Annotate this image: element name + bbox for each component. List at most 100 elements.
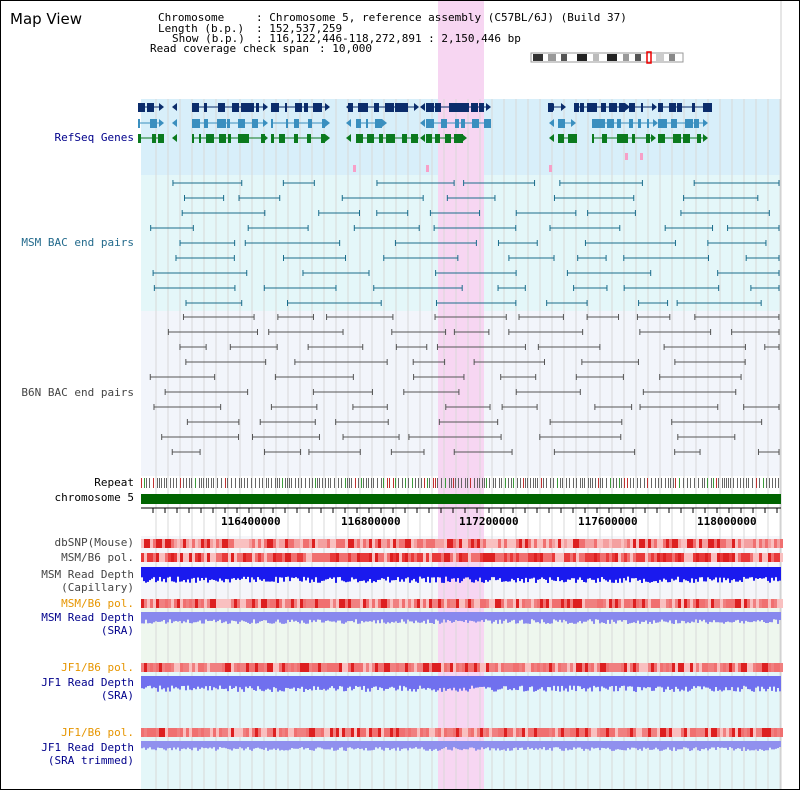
jf1-depth-sra-bar xyxy=(189,676,191,690)
msm-depth-capillary-bar xyxy=(353,567,355,580)
msm-b6-pol-heat xyxy=(264,553,267,562)
track-label-jf1-depth-trim[interactable]: JF1 Read Depth xyxy=(41,741,134,754)
jf1-b6-pol-heat xyxy=(702,663,705,672)
gene-exon xyxy=(462,103,469,112)
dbsnp-heat xyxy=(510,539,513,548)
jf1-depth-trim-bar xyxy=(533,741,535,750)
gene-exon xyxy=(152,134,156,143)
jf1-depth-trim-bar xyxy=(267,741,269,751)
msm-b6-pol-heat xyxy=(408,553,411,562)
msm-depth-sra-bar xyxy=(377,612,379,621)
repeat-mark xyxy=(550,478,551,488)
jf1-b6-pol-heat xyxy=(207,663,210,672)
jf1-depth-trim-bar xyxy=(217,741,219,750)
dbsnp-heat xyxy=(303,539,306,548)
dbsnp-heat xyxy=(168,539,171,548)
msm-b6-pol-sra-heat xyxy=(675,599,678,608)
track-label-jf1-b6-pol-trim[interactable]: JF1/B6 pol. xyxy=(61,726,134,739)
dbsnp-heat xyxy=(192,539,195,548)
jf1-depth-trim-bar xyxy=(287,741,289,751)
dbsnp-heat xyxy=(150,539,153,548)
jf1-depth-sra-bar xyxy=(545,676,547,692)
jf1-depth-sra-bar xyxy=(669,676,671,690)
track-label-jf1-depth-sra[interactable]: JF1 Read Depth xyxy=(41,676,134,689)
track-label-msm-bac[interactable]: MSM BAC end pairs xyxy=(21,236,134,249)
msm-depth-sra-bar xyxy=(599,612,601,624)
msm-depth-sra-bar xyxy=(451,612,453,623)
jf1-depth-trim-bar xyxy=(315,741,317,749)
jf1-depth-trim-bar xyxy=(681,741,683,750)
jf1-b6-pol-heat xyxy=(261,663,264,672)
msm-b6-pol-sra-heat xyxy=(174,599,177,608)
msm-depth-capillary-bar xyxy=(295,567,297,578)
msm-depth-sra-bar xyxy=(421,612,423,623)
msm-depth-sra-bar xyxy=(693,612,695,623)
jf1-b6-pol-heat xyxy=(642,663,645,672)
msm-depth-sra-bar xyxy=(635,612,637,624)
msm-b6-pol-heat xyxy=(735,553,738,562)
msm-b6-pol-sra-heat xyxy=(234,599,237,608)
jf1-depth-sra-bar xyxy=(273,676,275,688)
msm-b6-pol-sra-heat xyxy=(153,599,156,608)
jf1-b6-pol-heat xyxy=(258,663,261,672)
msm-depth-capillary-bar xyxy=(517,567,519,579)
track-label-msm-depth-cap[interactable]: MSM Read Depth xyxy=(41,568,134,581)
dbsnp-heat xyxy=(369,539,372,548)
msm-b6-pol-sra-heat xyxy=(582,599,585,608)
jf1-depth-sra-bar xyxy=(315,676,317,690)
track-label-jf1-b6-pol[interactable]: JF1/B6 pol. xyxy=(61,661,134,674)
jf1-depth-trim-bar xyxy=(695,741,697,748)
jf1-depth-trim-bar xyxy=(193,741,195,748)
jf1-b6-pol-heat xyxy=(279,663,282,672)
msm-depth-sra-bar xyxy=(689,612,691,624)
jf1-depth-sra-bar xyxy=(705,676,707,688)
msm-depth-sra-bar xyxy=(275,612,277,622)
jf1-b6-pol-trim-heat xyxy=(462,728,465,737)
track-label-dbsnp[interactable]: dbSNP(Mouse) xyxy=(54,536,134,549)
jf1-b6-pol-heat xyxy=(621,663,624,672)
jf1-b6-pol-trim-heat xyxy=(357,728,360,737)
dbsnp-heat xyxy=(522,539,525,548)
msm-b6-pol-sra-heat xyxy=(387,599,390,608)
jf1-depth-sra-bar xyxy=(383,676,385,691)
jf1-b6-pol-trim-heat xyxy=(612,728,615,737)
jf1-depth-sra-bar xyxy=(201,676,203,688)
jf1-depth-sra-bar xyxy=(775,676,777,692)
msm-b6-pol-heat xyxy=(426,553,429,562)
repeat-mark xyxy=(166,478,167,488)
jf1-depth-trim-bar xyxy=(495,741,497,751)
track-label-repeat[interactable]: Repeat xyxy=(94,476,134,489)
jf1-b6-pol-trim-heat xyxy=(480,728,483,737)
msm-depth-capillary-bar xyxy=(605,567,607,581)
msm-depth-sra-bar xyxy=(697,612,699,623)
msm-b6-pol-sra-heat xyxy=(585,599,588,608)
jf1-depth-trim-bar xyxy=(557,741,559,748)
jf1-depth-trim-bar xyxy=(335,741,337,751)
track-label-msm-b6-pol[interactable]: MSM/B6 pol. xyxy=(61,551,134,564)
msm-b6-pol-heat xyxy=(663,553,666,562)
dbsnp-heat xyxy=(162,539,165,548)
msm-b6-pol-sra-heat xyxy=(732,599,735,608)
msm-depth-capillary-bar xyxy=(457,567,459,579)
dbsnp-heat xyxy=(204,539,207,548)
dbsnp-heat xyxy=(288,539,291,548)
msm-b6-pol-heat xyxy=(348,553,351,562)
jf1-b6-pol-trim-heat xyxy=(666,728,669,737)
jf1-depth-trim-bar xyxy=(175,741,177,750)
repeat-mark xyxy=(429,478,430,488)
msm-b6-pol-heat xyxy=(681,553,684,562)
track-label-b6n-bac[interactable]: B6N BAC end pairs xyxy=(21,386,134,399)
track-label-msm-depth-sra[interactable]: MSM Read Depth xyxy=(41,611,134,624)
track-label-refseq[interactable]: RefSeq Genes xyxy=(54,131,134,144)
msm-b6-pol-heat xyxy=(210,553,213,562)
msm-depth-capillary-bar xyxy=(537,567,539,580)
jf1-depth-trim-bar xyxy=(245,741,247,749)
jf1-depth-sra-bar xyxy=(749,676,751,690)
jf1-b6-pol-trim-heat xyxy=(762,728,765,737)
gene-exon xyxy=(646,134,650,143)
track-label-chromosome[interactable]: chromosome 5 xyxy=(54,491,134,504)
jf1-b6-pol-trim-heat xyxy=(675,728,678,737)
track-label-msm-b6-pol-sra[interactable]: MSM/B6 pol. xyxy=(61,597,134,610)
dbsnp-heat xyxy=(660,539,663,548)
